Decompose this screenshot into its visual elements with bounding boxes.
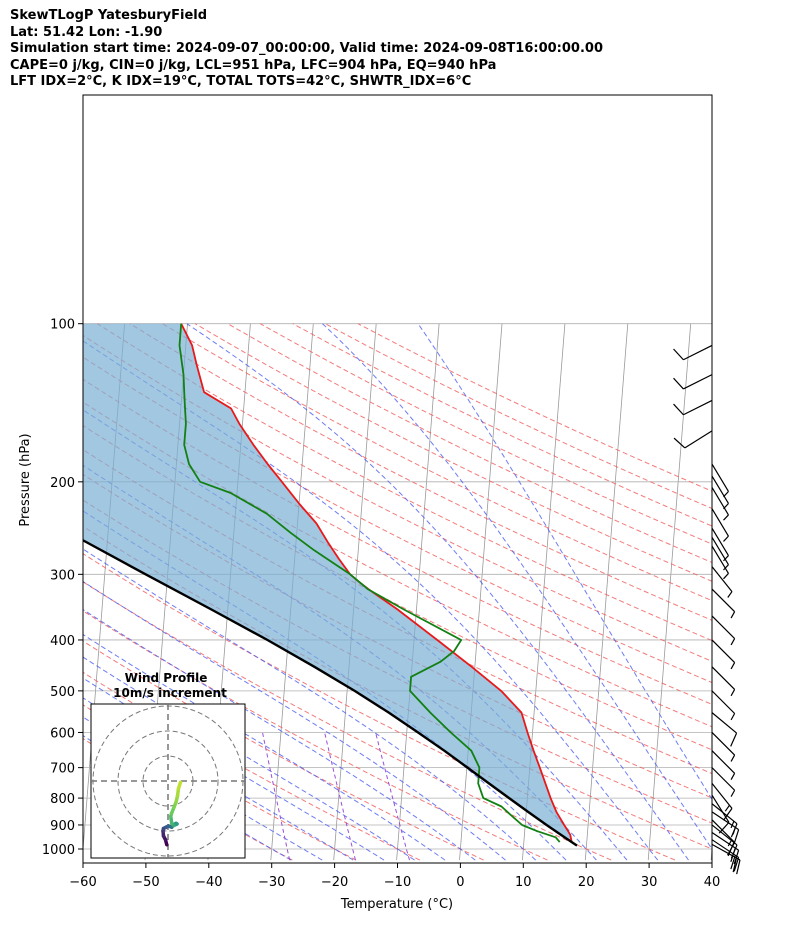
profile-lines (83, 323, 578, 847)
hodograph-title: Wind Profile (125, 671, 208, 685)
isotherm (19, 324, 61, 860)
y-tick-label: 1000 (42, 843, 75, 858)
moist-adiabat (417, 323, 712, 801)
x-tick-label: −50 (132, 875, 159, 890)
y-axis-label: Pressure (hPa) (18, 433, 33, 526)
cape-area (83, 323, 572, 843)
wind-barb (711, 508, 729, 542)
moist-adiabat (83, 608, 476, 861)
wind-barb (711, 463, 729, 498)
x-tick-label: −20 (321, 875, 348, 890)
hodograph-subtitle: 10m/s increment (113, 686, 227, 700)
isotherm (396, 323, 440, 861)
dewpoint-line (178, 323, 561, 843)
dry-adiabat (83, 334, 712, 662)
wind-barb (673, 344, 713, 361)
x-tick-label: −10 (384, 875, 411, 890)
y-tick-label: 500 (50, 685, 75, 700)
isotherm (459, 323, 503, 861)
mixing-ratio-line (262, 732, 291, 861)
wind-barb (711, 545, 729, 580)
wind-barb (711, 666, 736, 697)
x-axis-label: Temperature (°C) (340, 897, 453, 912)
times-line: Simulation start time: 2024-09-07_00:00:… (10, 41, 603, 56)
wind-barb (711, 690, 736, 721)
wind-barb (711, 794, 730, 834)
wind-barb (711, 732, 736, 762)
wind-barb (711, 615, 736, 646)
mixing-ratio-line (324, 732, 356, 861)
hodograph-inset: Wind Profile 10m/s increment (90, 671, 246, 859)
indices-line: LFT IDX=2°C, K IDX=19°C, TOTAL TOTS=42°C… (10, 74, 472, 89)
wind-barb (711, 639, 736, 670)
chart-title: SkewTLogP YatesburyField (10, 8, 208, 23)
chart-header: SkewTLogP YatesburyField Lat: 51.42 Lon:… (10, 8, 603, 91)
moist-adiabat (83, 580, 506, 861)
dry-adiabat (83, 401, 712, 728)
dry-adiabat (83, 449, 712, 775)
hodograph-plot (91, 704, 245, 858)
isotherm (774, 324, 794, 860)
wind-barb (673, 374, 713, 390)
dry-adiabat (83, 610, 548, 861)
wind-barb (711, 527, 729, 562)
cape-fill (83, 323, 572, 843)
dry-adiabat (227, 323, 712, 564)
wind-barb (711, 588, 736, 619)
wind-barb (711, 475, 729, 510)
parcel-line (83, 538, 578, 847)
wind-barb (711, 566, 733, 598)
wind-barb (711, 712, 738, 747)
wind-barb (711, 819, 736, 856)
x-tick-label: 10 (515, 875, 532, 890)
wind-barb (711, 750, 736, 781)
wind-barb (673, 399, 713, 416)
wind-barbs (673, 344, 741, 875)
y-tick-label: 900 (50, 819, 75, 834)
params-line: CAPE=0 j/kg, CIN=0 j/kg, LCL=951 hPa, LF… (10, 57, 497, 73)
y-tick-label: 700 (50, 762, 75, 777)
moist-adiabat (322, 323, 712, 850)
mixing-ratio-line (375, 732, 410, 861)
moist-adiabat (83, 409, 628, 861)
x-tick-label: 20 (578, 875, 595, 890)
y-tick-label: 400 (50, 634, 75, 649)
dry-adiabat (97, 323, 712, 642)
hodograph-segment (176, 780, 183, 791)
moist-adiabat (186, 323, 689, 861)
y-tick-label: 800 (50, 792, 75, 807)
wind-barb (711, 767, 736, 797)
y-tick-label: 600 (50, 726, 75, 741)
x-tick-label: 30 (641, 875, 658, 890)
hodograph-ring (117, 730, 219, 832)
wind-barb (711, 536, 729, 571)
y-tick-label: 300 (50, 568, 75, 583)
x-tick-label: 0 (456, 875, 464, 890)
wind-barb (711, 782, 733, 821)
dry-adiabat (83, 378, 712, 705)
wind-barb (711, 839, 740, 872)
dry-adiabat (357, 323, 712, 492)
x-tick-label: −40 (195, 875, 222, 890)
x-tick-label: 40 (704, 875, 721, 890)
wind-barb (711, 487, 729, 521)
location-line: Lat: 51.42 Lon: -1.90 (10, 24, 163, 40)
wind-barb (673, 430, 713, 449)
wind-barb (711, 803, 738, 838)
y-tick-label: 200 (50, 476, 75, 491)
axis-ticks: −60 −50 −40 −30 −20 −10 0 10 20 30 40 100 200 300 400 5… (42, 318, 720, 890)
dry-adiabat (162, 323, 712, 602)
dry-adiabat (83, 581, 612, 861)
isotherm (584, 323, 629, 861)
x-tick-label: −30 (258, 875, 285, 890)
x-tick-label: −60 (69, 875, 96, 890)
isotherm (647, 323, 692, 861)
y-tick-label: 100 (50, 318, 75, 333)
moist-adiabat (83, 548, 537, 861)
